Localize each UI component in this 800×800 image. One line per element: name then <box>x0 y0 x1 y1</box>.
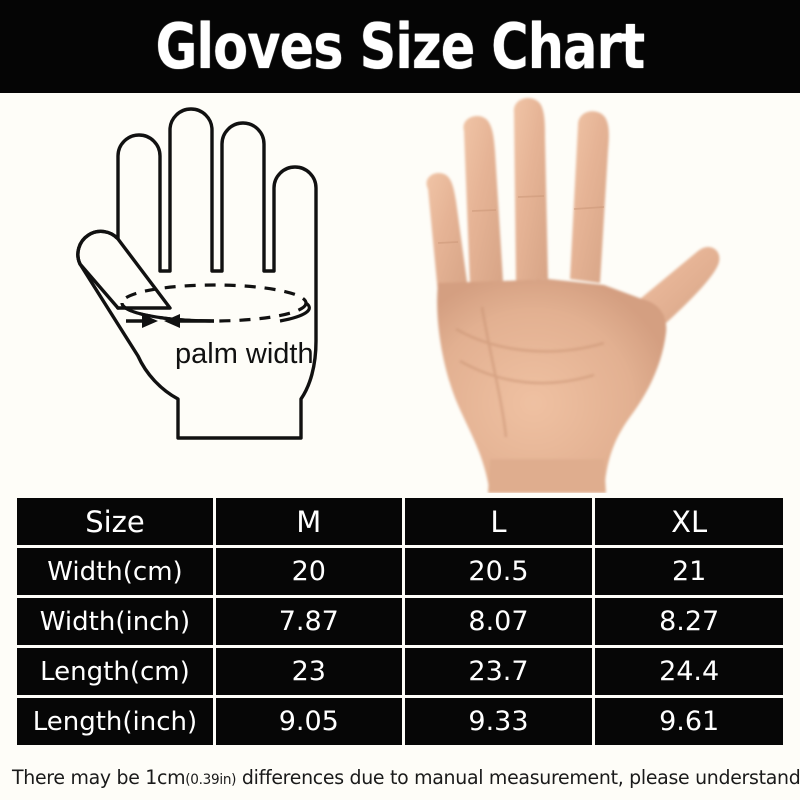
table-row: Width(cm) 20 20.5 21 <box>17 548 783 595</box>
cell-width-inch-m: 7.87 <box>215 598 402 645</box>
column-header-size: Size <box>17 498 213 545</box>
palm-width-arrows <box>126 314 214 328</box>
cell-width-inch-l: 8.07 <box>404 598 593 645</box>
cell-width-cm-xl: 21 <box>595 548 783 595</box>
page-title: Gloves Size Chart <box>155 9 646 83</box>
disclaimer-unit: (0.39in) <box>185 772 237 788</box>
cell-length-cm-xl: 24.4 <box>595 648 783 695</box>
table-row: Width(inch) 7.87 8.07 8.27 <box>17 598 783 645</box>
table-row: Length(inch) 9.05 9.33 9.61 <box>17 698 783 745</box>
column-header-l: L <box>404 498 593 545</box>
column-header-xl: XL <box>595 498 783 545</box>
cell-length-cm-m: 23 <box>215 648 402 695</box>
cell-length-inch-l: 9.33 <box>404 698 593 745</box>
cell-width-inch-xl: 8.27 <box>595 598 783 645</box>
measurement-disclaimer: There may be 1cm(0.39in) differences due… <box>12 765 800 793</box>
row-label-width-inch: Width(inch) <box>17 598 213 645</box>
palm-width-label: palm width <box>175 338 314 370</box>
row-label-length-inch: Length(inch) <box>17 698 213 745</box>
cell-length-inch-m: 9.05 <box>215 698 402 745</box>
disclaimer-part-1: There may be 1cm <box>12 766 186 789</box>
row-label-length-cm: Length(cm) <box>17 648 213 695</box>
glove-outline-diagram: palm width <box>76 107 318 440</box>
disclaimer-part-2: differences due to manual measurement, p… <box>236 766 800 789</box>
row-label-width-cm: Width(cm) <box>17 548 213 595</box>
column-header-m: M <box>215 498 402 545</box>
cell-width-cm-l: 20.5 <box>404 548 593 595</box>
cell-width-cm-m: 20 <box>215 548 402 595</box>
table-header-row: Size M L XL <box>17 498 783 545</box>
cell-length-inch-xl: 9.61 <box>595 698 783 745</box>
table-row: Length(cm) 23 23.7 24.4 <box>17 648 783 695</box>
illustration-area: palm width <box>0 93 800 493</box>
open-palm-hand-photo <box>398 93 798 493</box>
size-chart-table: Size M L XL Width(cm) 20 20.5 21 Width(i… <box>14 495 786 748</box>
cell-length-cm-l: 23.7 <box>404 648 593 695</box>
title-banner: Gloves Size Chart <box>0 0 800 93</box>
